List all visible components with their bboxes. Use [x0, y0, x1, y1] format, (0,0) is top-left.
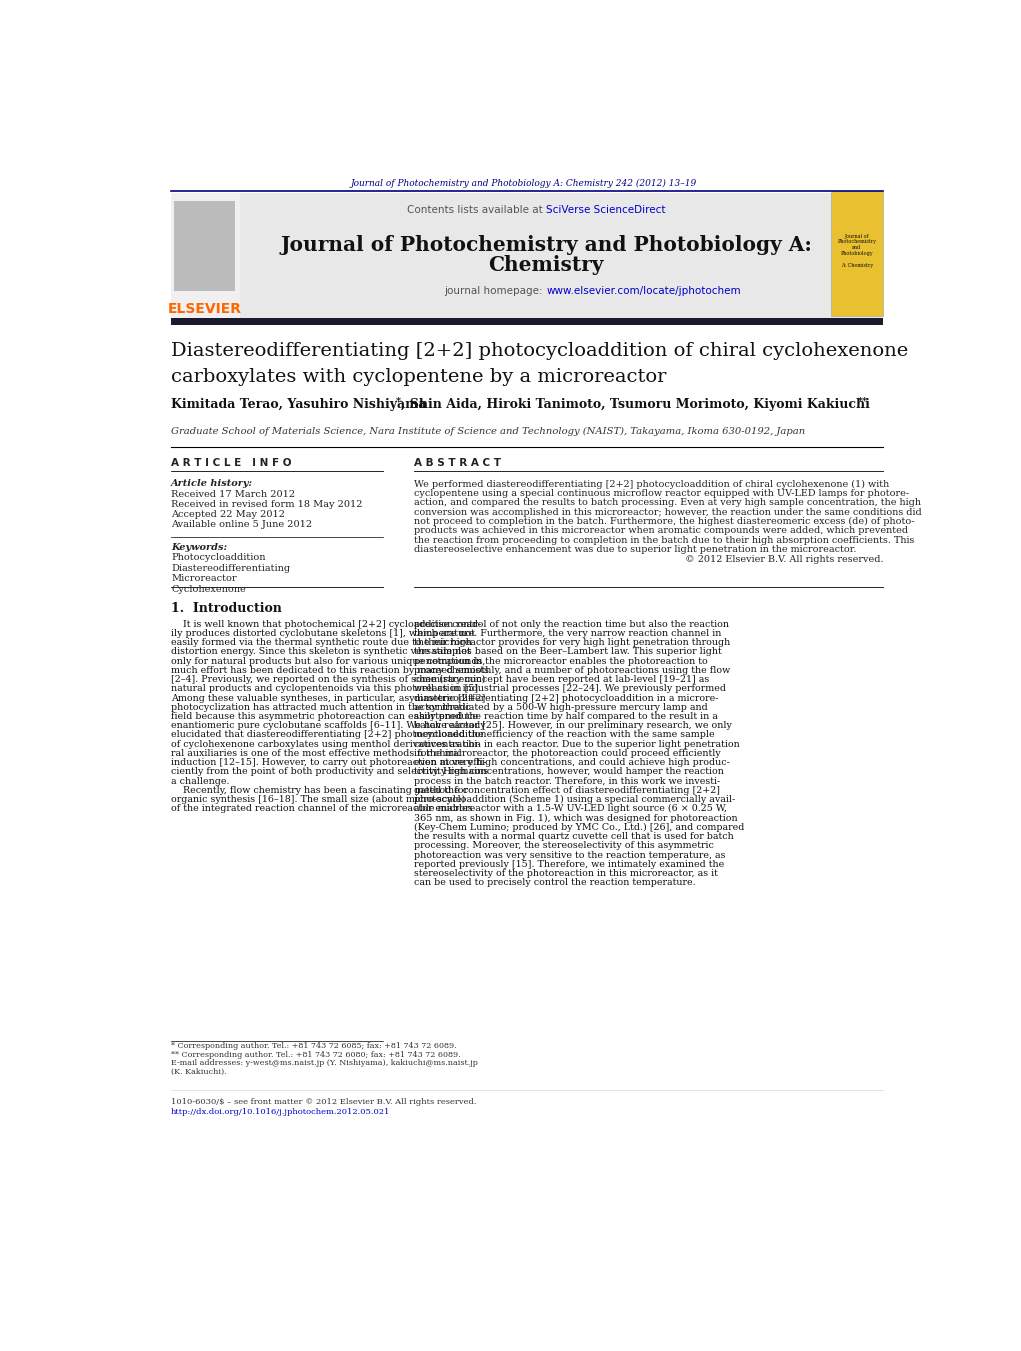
- Text: temperature. Furthermore, the very narrow reaction channel in: temperature. Furthermore, the very narro…: [415, 628, 722, 638]
- Text: Available online 5 June 2012: Available online 5 June 2012: [172, 520, 312, 530]
- Text: of cyclohexenone carboxylates using menthol derivatives as chi-: of cyclohexenone carboxylates using ment…: [172, 740, 481, 748]
- Text: Journal of Photochemistry and Photobiology A: Chemistry 242 (2012) 13–19: Journal of Photochemistry and Photobiolo…: [350, 180, 696, 188]
- Text: enantiomeric pure cyclobutane scaffolds [6–11]. We have already: enantiomeric pure cyclobutane scaffolds …: [172, 721, 486, 731]
- Text: ELSEVIER: ELSEVIER: [167, 303, 241, 316]
- Text: E-mail addresses: y-west@ms.naist.jp (Y. Nishiyama), kakiuchi@ms.naist.jp: E-mail addresses: y-west@ms.naist.jp (Y.…: [172, 1059, 478, 1067]
- Text: reported previously [15]. Therefore, we intimately examined the: reported previously [15]. Therefore, we …: [415, 859, 725, 869]
- Text: Diastereodifferentiating [2+2] photocycloaddition of chiral cyclohexenone
carbox: Diastereodifferentiating [2+2] photocycl…: [172, 342, 909, 385]
- Text: journal homepage:: journal homepage:: [444, 286, 546, 296]
- Text: ily produces distorted cyclobutane skeletons [1], which are not: ily produces distorted cyclobutane skele…: [172, 628, 475, 638]
- Text: gated the concentration effect of diastereodifferentiating [2+2]: gated the concentration effect of diaste…: [415, 786, 721, 794]
- Text: products was achieved in this microreactor when aromatic compounds were added, w: products was achieved in this microreact…: [415, 527, 909, 535]
- Text: the samples based on the Beer–Lambert law. This superior light: the samples based on the Beer–Lambert la…: [415, 647, 722, 657]
- Text: chemistry concept have been reported at lab-level [19–21] as: chemistry concept have been reported at …: [415, 676, 710, 684]
- Text: batch reactor [25]. However, in our preliminary research, we only: batch reactor [25]. However, in our prel…: [415, 721, 732, 731]
- Text: natural products and cyclopentenoids via this photoreaction [5].: natural products and cyclopentenoids via…: [172, 685, 481, 693]
- Text: even at very high concentrations, and could achieve high produc-: even at very high concentrations, and co…: [415, 758, 730, 767]
- Text: the microreactor provides for very high light penetration through: the microreactor provides for very high …: [415, 638, 731, 647]
- Text: , Shin Aida, Hiroki Tanimoto, Tsumoru Morimoto, Kiyomi Kakiuchi: , Shin Aida, Hiroki Tanimoto, Tsumoru Mo…: [401, 399, 870, 411]
- Text: field because this asymmetric photoreaction can easily produce: field because this asymmetric photoreact…: [172, 712, 478, 721]
- Text: Article history:: Article history:: [172, 480, 253, 489]
- Text: Keywords:: Keywords:: [172, 543, 227, 551]
- Text: Received in revised form 18 May 2012: Received in revised form 18 May 2012: [172, 500, 362, 509]
- Text: 365 nm, as shown in Fig. 1), which was designed for photoreaction: 365 nm, as shown in Fig. 1), which was d…: [415, 813, 738, 823]
- Text: penetration in the microreactor enables the photoreaction to: penetration in the microreactor enables …: [415, 657, 709, 666]
- Text: ** Corresponding author. Tel.: +81 743 72 6080; fax: +81 743 72 6089.: ** Corresponding author. Tel.: +81 743 7…: [172, 1051, 460, 1059]
- Text: 1.  Introduction: 1. Introduction: [172, 603, 282, 615]
- Text: in the microreactor, the photoreaction could proceed efficiently: in the microreactor, the photoreaction c…: [415, 748, 721, 758]
- Text: actor irradiated by a 500-W high-pressure mercury lamp and: actor irradiated by a 500-W high-pressur…: [415, 703, 709, 712]
- Text: Microreactor: Microreactor: [172, 574, 237, 584]
- Text: the results with a normal quartz cuvette cell that is used for batch: the results with a normal quartz cuvette…: [415, 832, 734, 842]
- Text: Journal of
Photochemistry
and
Photobiology

A: Chemistry: Journal of Photochemistry and Photobiolo…: [837, 234, 876, 267]
- Text: Graduate School of Materials Science, Nara Institute of Science and Technology (: Graduate School of Materials Science, Na…: [172, 427, 806, 436]
- Text: © 2012 Elsevier B.V. All rights reserved.: © 2012 Elsevier B.V. All rights reserved…: [685, 555, 883, 563]
- Text: ciently from the point of both productivity and selectivity remains: ciently from the point of both productiv…: [172, 767, 488, 777]
- Text: www.elsevier.com/locate/jphotochem: www.elsevier.com/locate/jphotochem: [546, 286, 741, 296]
- Text: **: **: [858, 397, 868, 407]
- Text: diastereodifferentiating [2+2] photocycloaddition in a microre-: diastereodifferentiating [2+2] photocycl…: [415, 693, 719, 703]
- Text: Chemistry: Chemistry: [488, 254, 603, 274]
- Text: processing. Moreover, the stereoselectivity of this asymmetric: processing. Moreover, the stereoselectiv…: [415, 842, 715, 850]
- Text: process in the batch reactor. Therefore, in this work we investi-: process in the batch reactor. Therefore,…: [415, 777, 721, 786]
- Text: stereoselectivity of the photoreaction in this microreactor, as it: stereoselectivity of the photoreaction i…: [415, 869, 718, 878]
- Text: organic synthesis [16–18]. The small size (about micro-scale): organic synthesis [16–18]. The small siz…: [172, 796, 466, 804]
- Bar: [172, 317, 883, 326]
- Text: SciVerse ScienceDirect: SciVerse ScienceDirect: [546, 205, 666, 215]
- Text: action, and compared the results to batch processing. Even at very high sample c: action, and compared the results to batc…: [415, 499, 921, 507]
- Text: (K. Kakiuchi).: (K. Kakiuchi).: [172, 1067, 227, 1075]
- Text: mentioned the efficiency of the reaction with the same sample: mentioned the efficiency of the reaction…: [415, 731, 715, 739]
- Text: photocycloaddition (Scheme 1) using a special commercially avail-: photocycloaddition (Scheme 1) using a sp…: [415, 796, 735, 804]
- Text: concentration in each reactor. Due to the superior light penetration: concentration in each reactor. Due to th…: [415, 740, 740, 748]
- Text: Accepted 22 May 2012: Accepted 22 May 2012: [172, 511, 285, 519]
- Text: precise control of not only the reaction time but also the reaction: precise control of not only the reaction…: [415, 620, 729, 628]
- Text: Diastereodifferentiating: Diastereodifferentiating: [172, 563, 290, 573]
- Text: proceed smoothly, and a number of photoreactions using the flow: proceed smoothly, and a number of photor…: [415, 666, 731, 674]
- Text: Contents lists available at: Contents lists available at: [407, 205, 546, 215]
- Text: We performed diastereodifferentiating [2+2] photocycloaddition of chiral cyclohe: We performed diastereodifferentiating [2…: [415, 480, 889, 489]
- Text: photocyclization has attracted much attention in the synthetic: photocyclization has attracted much atte…: [172, 703, 471, 712]
- Text: Journal of Photochemistry and Photobiology A:: Journal of Photochemistry and Photobiolo…: [280, 235, 812, 255]
- Text: 1010-6030/$ – see front matter © 2012 Elsevier B.V. All rights reserved.: 1010-6030/$ – see front matter © 2012 El…: [172, 1097, 477, 1105]
- Text: A B S T R A C T: A B S T R A C T: [415, 458, 501, 469]
- Text: http://dx.doi.org/10.1016/j.jphotochem.2012.05.021: http://dx.doi.org/10.1016/j.jphotochem.2…: [172, 1108, 390, 1116]
- Text: the reaction from proceeding to completion in the batch due to their high absorp: the reaction from proceeding to completi…: [415, 536, 915, 544]
- Text: a challenge.: a challenge.: [172, 777, 230, 786]
- Bar: [175, 200, 235, 292]
- Text: conversion was accomplished in this microreactor; however, the reaction under th: conversion was accomplished in this micr…: [415, 508, 922, 516]
- Bar: [172, 193, 240, 317]
- Text: A R T I C L E   I N F O: A R T I C L E I N F O: [172, 458, 292, 469]
- Text: *: *: [396, 397, 401, 407]
- Text: * Corresponding author. Tel.: +81 743 72 6085; fax: +81 743 72 6089.: * Corresponding author. Tel.: +81 743 72…: [172, 1042, 456, 1050]
- Text: Received 17 March 2012: Received 17 March 2012: [172, 490, 295, 500]
- Text: photoreaction was very sensitive to the reaction temperature, as: photoreaction was very sensitive to the …: [415, 851, 726, 859]
- Text: easily formed via the thermal synthetic route due to their high: easily formed via the thermal synthetic …: [172, 638, 472, 647]
- Text: Among these valuable syntheses, in particular, asymmetric [2+2]: Among these valuable syntheses, in parti…: [172, 693, 485, 703]
- Text: much effort has been dedicated to this reaction by many chemists: much effort has been dedicated to this r…: [172, 666, 489, 674]
- Bar: [172, 193, 883, 317]
- Text: (Key-Chem Lumino; produced by YMC Co., Ltd.) [26], and compared: (Key-Chem Lumino; produced by YMC Co., L…: [415, 823, 744, 832]
- Text: Recently, flow chemistry has been a fascinating method for: Recently, flow chemistry has been a fasc…: [172, 786, 468, 794]
- Text: shortened the reaction time by half compared to the result in a: shortened the reaction time by half comp…: [415, 712, 718, 721]
- Text: induction [12–15]. However, to carry out photoreaction more effi-: induction [12–15]. However, to carry out…: [172, 758, 487, 767]
- Text: of the integrated reaction channel of the microreactor enables: of the integrated reaction channel of th…: [172, 804, 473, 813]
- Text: well as in industrial processes [22–24]. We previously performed: well as in industrial processes [22–24].…: [415, 685, 726, 693]
- Text: diastereoselective enhancement was due to superior light penetration in the micr: diastereoselective enhancement was due t…: [415, 546, 857, 554]
- Text: distortion energy. Since this skeleton is synthetic versatile not: distortion energy. Since this skeleton i…: [172, 647, 471, 657]
- Text: elucidated that diastereodifferentiating [2+2] photocycloaddition: elucidated that diastereodifferentiating…: [172, 731, 487, 739]
- Bar: [831, 192, 883, 316]
- Text: tivity. High concentrations, however, would hamper the reaction: tivity. High concentrations, however, wo…: [415, 767, 724, 777]
- Text: Cyclohexenone: Cyclohexenone: [172, 585, 246, 593]
- Text: only for natural products but also for various unique compounds,: only for natural products but also for v…: [172, 657, 485, 666]
- Text: can be used to precisely control the reaction temperature.: can be used to precisely control the rea…: [415, 878, 696, 888]
- Text: Photocycloaddition: Photocycloaddition: [172, 554, 265, 562]
- Text: Kimitada Terao, Yasuhiro Nishiyama: Kimitada Terao, Yasuhiro Nishiyama: [172, 399, 427, 411]
- Text: not proceed to completion in the batch. Furthermore, the highest diastereomeric : not proceed to completion in the batch. …: [415, 517, 915, 526]
- Text: cyclopentene using a special continuous microflow reactor equipped with UV-LED l: cyclopentene using a special continuous …: [415, 489, 910, 499]
- Text: It is well known that photochemical [2+2] cycloaddition read-: It is well known that photochemical [2+2…: [172, 620, 481, 628]
- Text: [2–4]. Previously, we reported on the synthesis of some (racemic): [2–4]. Previously, we reported on the sy…: [172, 676, 485, 684]
- Text: ral auxiliaries is one of the most effective methods for chiral: ral auxiliaries is one of the most effec…: [172, 748, 461, 758]
- Text: able microreactor with a 1.5-W UV-LED light source (6 × 0.25 W,: able microreactor with a 1.5-W UV-LED li…: [415, 804, 727, 813]
